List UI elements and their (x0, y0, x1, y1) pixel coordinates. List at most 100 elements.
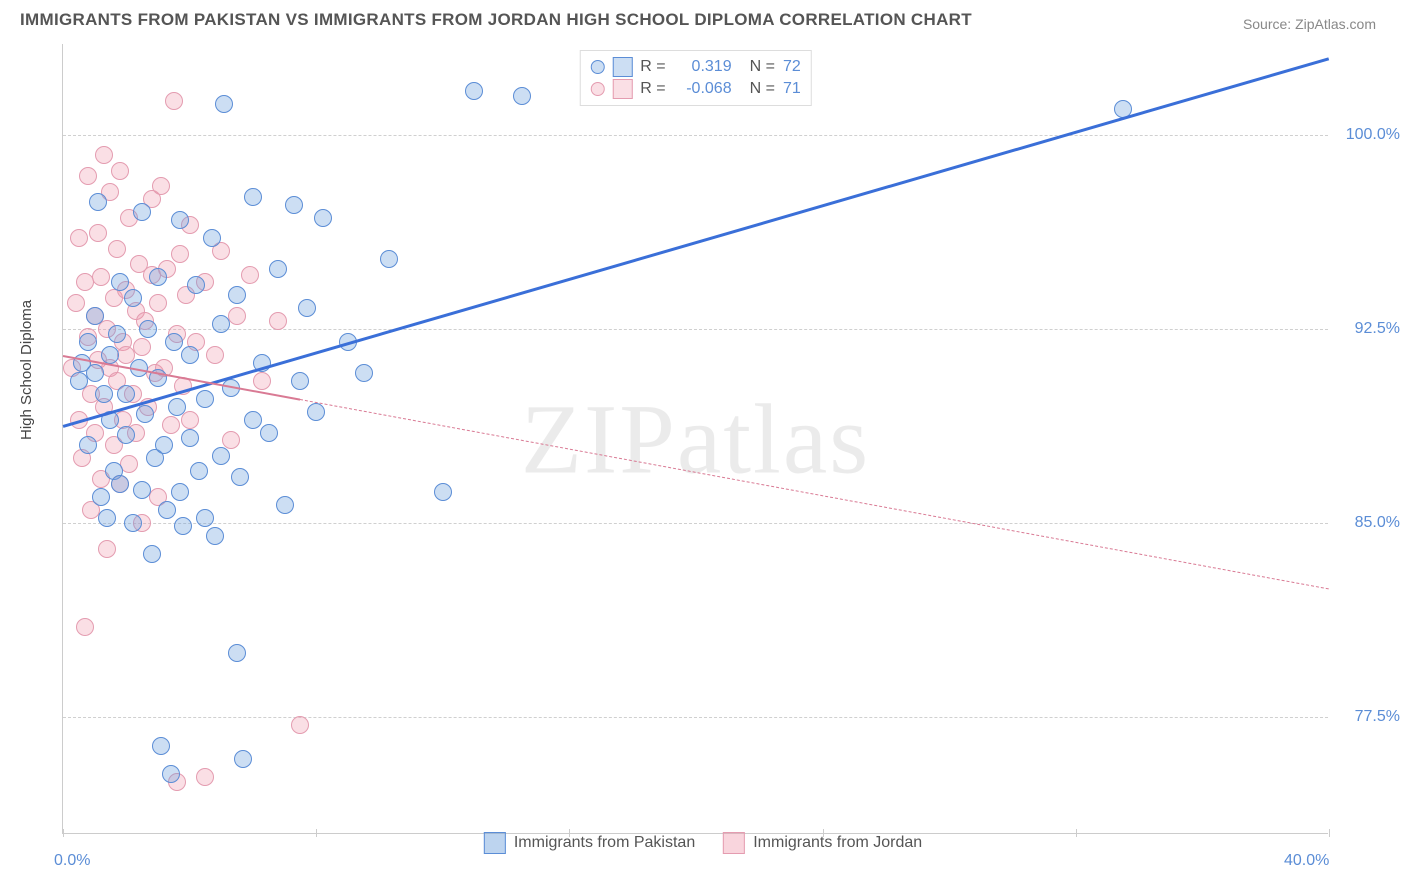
y-tick-label: 100.0% (1336, 126, 1400, 144)
chart-title: IMMIGRANTS FROM PAKISTAN VS IMMIGRANTS F… (20, 10, 972, 30)
data-point (212, 315, 230, 333)
data-point (76, 618, 94, 636)
legend-row: R =-0.068N =71 (590, 79, 800, 99)
data-point (212, 447, 230, 465)
data-point (162, 416, 180, 434)
data-point (149, 268, 167, 286)
data-point (269, 312, 287, 330)
x-tick-label: 40.0% (1284, 852, 1329, 870)
data-point (174, 517, 192, 535)
data-point (108, 240, 126, 258)
legend-swatch (723, 832, 745, 854)
legend-swatch (484, 832, 506, 854)
data-point (168, 398, 186, 416)
data-point (206, 527, 224, 545)
data-point (465, 82, 483, 100)
data-point (234, 750, 252, 768)
data-point (70, 229, 88, 247)
legend-square-sample (612, 57, 632, 77)
legend-r-value: -0.068 (674, 80, 732, 98)
data-point (92, 488, 110, 506)
data-point (86, 364, 104, 382)
data-point (181, 346, 199, 364)
data-point (196, 768, 214, 786)
gridline (63, 329, 1328, 330)
data-point (136, 405, 154, 423)
data-point (434, 483, 452, 501)
data-point (152, 177, 170, 195)
data-point (117, 385, 135, 403)
data-point (108, 325, 126, 343)
x-tick (316, 829, 317, 837)
y-axis-label: High School Diploma (18, 300, 35, 440)
data-point (165, 92, 183, 110)
data-point (89, 224, 107, 242)
data-point (171, 211, 189, 229)
gridline (63, 135, 1328, 136)
data-point (86, 307, 104, 325)
data-point (111, 162, 129, 180)
legend-series: Immigrants from Pakistan Immigrants from … (484, 832, 922, 854)
gridline (63, 717, 1328, 718)
data-point (228, 307, 246, 325)
legend-item: Immigrants from Jordan (723, 832, 922, 854)
data-point (228, 286, 246, 304)
data-point (285, 196, 303, 214)
legend-square-sample (612, 79, 632, 99)
data-point (124, 514, 142, 532)
data-point (181, 429, 199, 447)
legend-r-label: R = (640, 80, 665, 98)
data-point (269, 260, 287, 278)
data-point (155, 436, 173, 454)
data-point (298, 299, 316, 317)
data-point (111, 273, 129, 291)
data-point (513, 87, 531, 105)
data-point (171, 483, 189, 501)
data-point (139, 320, 157, 338)
data-point (133, 481, 151, 499)
x-tick-label: 0.0% (54, 852, 90, 870)
data-point (67, 294, 85, 312)
data-point (133, 203, 151, 221)
legend-point-sample (590, 82, 604, 96)
data-point (291, 372, 309, 390)
legend-text: Immigrants from Jordan (753, 834, 922, 852)
data-point (95, 385, 113, 403)
source-attribution: Source: ZipAtlas.com (1243, 16, 1376, 32)
data-point (79, 436, 97, 454)
data-point (260, 424, 278, 442)
trend-line (300, 399, 1329, 589)
data-point (152, 737, 170, 755)
data-point (143, 545, 161, 563)
data-point (117, 426, 135, 444)
y-tick-label: 85.0% (1336, 514, 1400, 532)
data-point (171, 245, 189, 263)
data-point (276, 496, 294, 514)
data-point (181, 411, 199, 429)
data-point (101, 346, 119, 364)
legend-r-value: 0.319 (674, 58, 732, 76)
data-point (111, 475, 129, 493)
data-point (196, 390, 214, 408)
data-point (187, 276, 205, 294)
data-point (244, 411, 262, 429)
data-point (92, 268, 110, 286)
data-point (149, 294, 167, 312)
legend-item: Immigrants from Pakistan (484, 832, 695, 854)
legend-point-sample (590, 60, 604, 74)
data-point (190, 462, 208, 480)
legend-n-label: N = (750, 80, 775, 98)
legend-text: Immigrants from Pakistan (514, 834, 695, 852)
data-point (162, 765, 180, 783)
legend-n-label: N = (750, 58, 775, 76)
data-point (98, 540, 116, 558)
x-tick (1329, 829, 1330, 837)
data-point (244, 188, 262, 206)
data-point (206, 346, 224, 364)
data-point (89, 193, 107, 211)
data-point (355, 364, 373, 382)
x-tick (63, 829, 64, 837)
data-point (253, 372, 271, 390)
data-point (380, 250, 398, 268)
data-point (228, 644, 246, 662)
